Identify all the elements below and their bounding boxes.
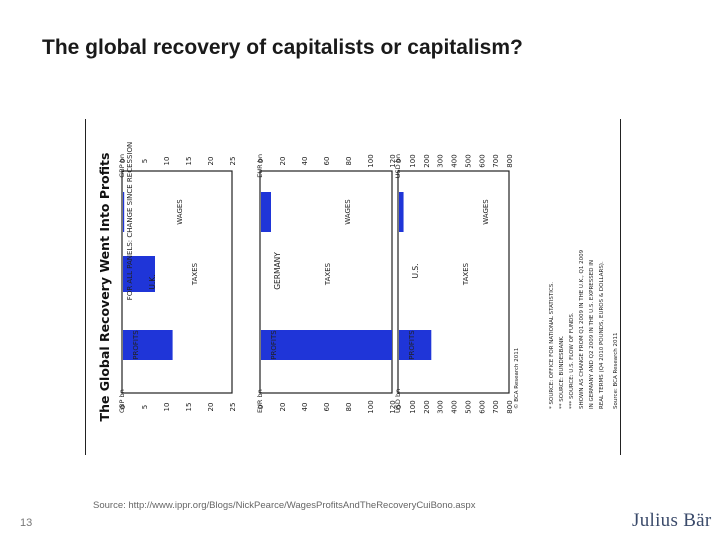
footnote: ** SOURCE: BUNDESBANK.: [559, 335, 565, 409]
tick-label-top: 700: [492, 154, 500, 167]
tick-label-bottom: 100: [367, 400, 375, 413]
unit-label-top: GBP bn: [118, 154, 126, 178]
tick-label-top: 100: [367, 154, 375, 167]
tick-label-bottom: 300: [437, 400, 445, 413]
bar-profits-2: [399, 330, 432, 360]
footnote: * SOURCE: OFFICE FOR NATIONAL STATISTICS…: [549, 282, 555, 409]
category-label-profits: PROFITS: [270, 330, 278, 360]
tick-label-bottom: 40: [301, 403, 309, 412]
tick-label-bottom: 0: [395, 405, 403, 409]
tick-label-top: 400: [451, 154, 459, 167]
panel-2-box: [397, 170, 510, 394]
tick-label-bottom: 0: [119, 405, 127, 409]
tick-label-bottom: 10: [163, 403, 171, 412]
tick-label-top: 10: [163, 157, 171, 166]
footnote: REAL TERMS (Q4 2010 POUNDS, EUROS & DOLL…: [599, 261, 605, 409]
panel-name: GERMANY: [273, 252, 282, 290]
tick-label-bottom: 0: [257, 405, 265, 409]
tick-label-bottom: 600: [478, 400, 486, 413]
category-label-taxes: TAXES: [324, 262, 332, 286]
tick-label-top: 600: [478, 154, 486, 167]
bar-profits-0: [123, 330, 173, 360]
panel-name: U.K.: [148, 274, 157, 289]
chart-svg: The Global Recovery Went Into Profits 25 2…: [85, 119, 621, 455]
tick-label-bottom: 20: [279, 403, 287, 412]
bar-wages-2: [399, 192, 404, 232]
tick-label-top: 0: [257, 159, 265, 163]
julius-baer-logo: Julius Bär: [632, 510, 712, 531]
category-label-wages: WAGES: [344, 199, 352, 225]
tick-label-top: 200: [423, 154, 431, 167]
tick-label-top: 0: [395, 159, 403, 163]
tick-label-top: 60: [323, 157, 331, 166]
tick-label-bottom: 25: [229, 403, 237, 412]
tick-label-bottom: 800: [506, 400, 514, 413]
panel-0-box: [121, 170, 233, 394]
tick-label-top: 800: [506, 154, 514, 167]
page-number: 13: [20, 517, 33, 529]
panel-1-box: [259, 170, 393, 394]
category-label-profits: PROFITS: [132, 330, 140, 360]
chart-copyright: © BCA Research 2011: [513, 348, 520, 409]
tick-label-top: 300: [437, 154, 445, 167]
bar-taxes-0: [123, 256, 155, 292]
tick-label-top: 0: [119, 159, 127, 163]
category-label-taxes: TAXES: [462, 262, 470, 286]
chart-credit: Source: BCA Research 2011: [613, 333, 619, 410]
footnote: IN GERMANY AND Q2 2009 IN THE U.S. EXPRE…: [589, 260, 595, 409]
category-label-taxes: TAXES: [191, 262, 199, 286]
category-label-wages: WAGES: [482, 199, 490, 225]
tick-label-bottom: 15: [185, 403, 193, 412]
tick-label-bottom: 5: [141, 405, 149, 409]
chart-title: The Global Recovery Went Into Profits: [97, 153, 112, 422]
tick-label-bottom: 80: [345, 403, 353, 412]
source-note: Source: http://www.ippr.org/Blogs/NickPe…: [93, 500, 476, 511]
tick-label-bottom: 700: [492, 400, 500, 413]
unit-label-bottom: EUR bn: [256, 389, 264, 413]
tick-label-top: 20: [279, 157, 287, 166]
tick-label-top: 120: [389, 154, 397, 167]
slide-title: The global recovery of capitalists or ca…: [42, 36, 523, 59]
tick-label-bottom: 20: [207, 403, 215, 412]
unit-label-bottom: GBP bn: [118, 389, 126, 413]
bar-wages-1: [261, 192, 271, 232]
tick-label-bottom: 500: [464, 400, 472, 413]
tick-label-top: 80: [345, 157, 353, 166]
tick-label-top: 500: [464, 154, 472, 167]
unit-label-bottom: USD bn: [394, 389, 402, 413]
bar-profits-1: [261, 330, 392, 360]
bar-wages-0: [123, 192, 125, 232]
tick-label-top: 25: [229, 157, 237, 166]
tick-label-top: 100: [409, 154, 417, 167]
footnote: SHOWN AS CHANGE FROM Q1 2009 IN THE U.K.…: [579, 249, 585, 409]
tick-label-bottom: 200: [423, 400, 431, 413]
category-label-wages: WAGES: [176, 199, 184, 225]
tick-label-bottom: 100: [409, 400, 417, 413]
tick-label-top: 5: [141, 159, 149, 163]
tick-label-top: 20: [207, 157, 215, 166]
tick-label-top: 15: [185, 157, 193, 166]
tick-label-bottom: 400: [451, 400, 459, 413]
unit-label-top: EUR bn: [256, 154, 264, 178]
panel-name: U.S.: [411, 263, 420, 278]
chart-image: The Global Recovery Went Into Profits 25 2…: [85, 119, 621, 455]
tick-label-bottom: 120: [389, 400, 397, 413]
footnote: *** SOURCE: U.S. FLOW OF FUNDS.: [569, 312, 575, 409]
category-label-profits: PROFITS: [408, 330, 416, 360]
unit-label-top: USD bn: [394, 154, 402, 178]
tick-label-top: 40: [301, 157, 309, 166]
legend-note: FOR ALL PANELS: CHANGE SINCE RECESSION: [126, 142, 134, 300]
tick-label-bottom: 60: [323, 403, 331, 412]
